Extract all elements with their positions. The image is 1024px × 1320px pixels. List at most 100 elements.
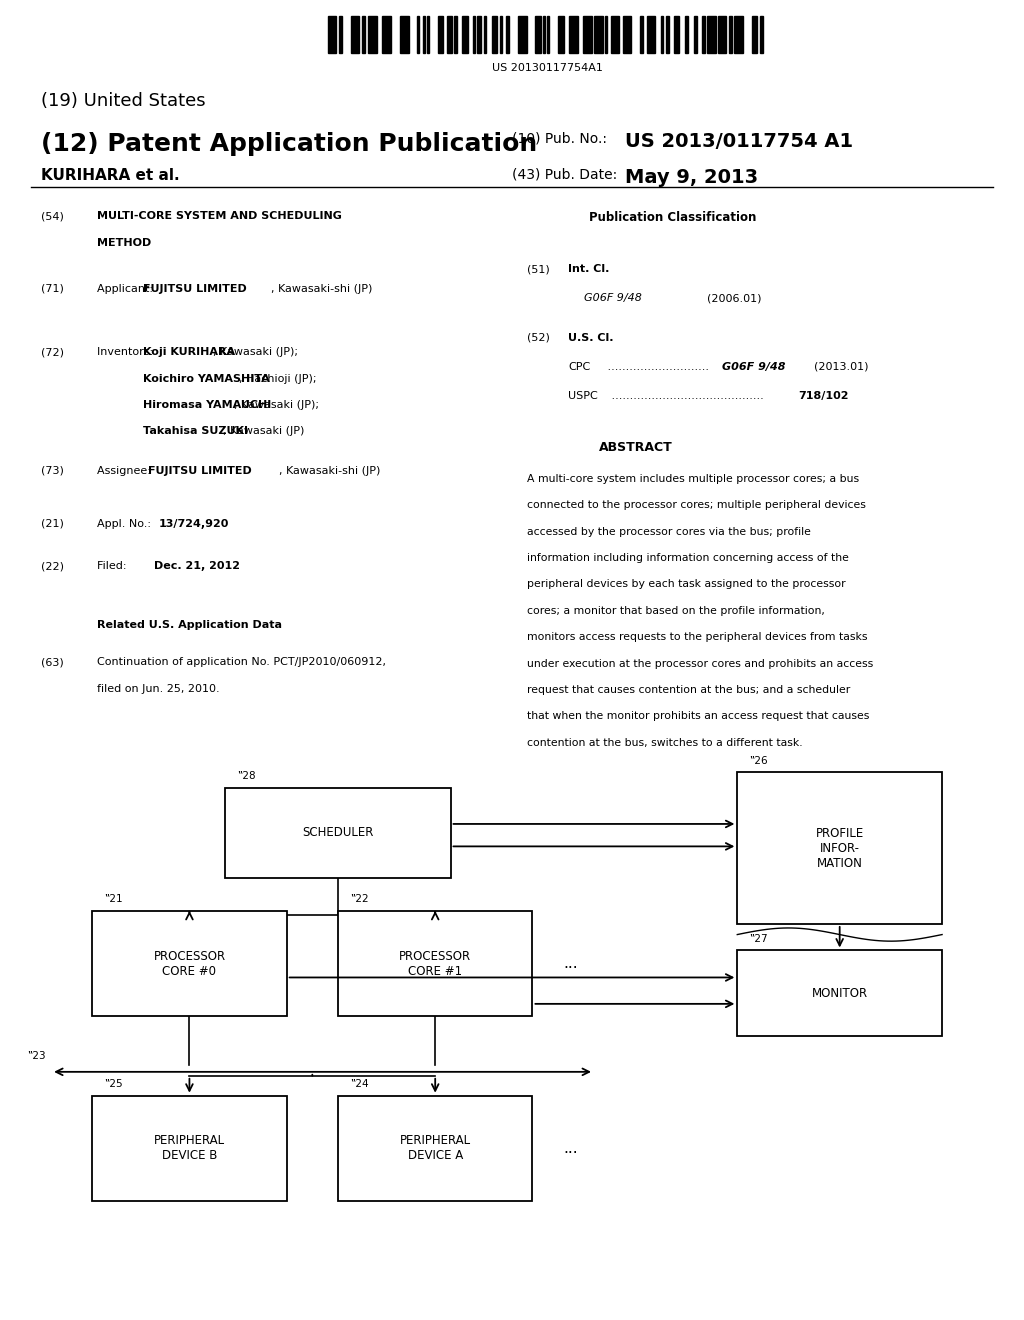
Text: FUJITSU LIMITED: FUJITSU LIMITED [148,466,252,477]
FancyBboxPatch shape [92,911,287,1016]
Text: US 20130117754A1: US 20130117754A1 [493,63,603,74]
Text: , Kawasaki (JP): , Kawasaki (JP) [223,426,304,437]
Bar [605,16,607,53]
FancyBboxPatch shape [338,911,532,1016]
Text: ABSTRACT: ABSTRACT [599,441,673,454]
Bar [707,16,716,53]
Text: 13/724,920: 13/724,920 [159,519,229,529]
Text: Appl. No.:: Appl. No.: [97,519,155,529]
Text: May 9, 2013: May 9, 2013 [625,168,758,186]
Bar [761,16,763,53]
Text: ...: ... [563,1140,578,1156]
Bar [446,16,453,53]
Bar [734,16,742,53]
Bar [718,16,726,53]
Text: PROFILE
INFOR-
MATION: PROFILE INFOR- MATION [815,826,864,870]
Bar [506,16,509,53]
Text: ‟26: ‟26 [750,755,768,766]
Bar [417,16,420,53]
Bar [477,16,480,53]
FancyBboxPatch shape [737,950,942,1036]
Text: (12) Patent Application Publication: (12) Patent Application Publication [41,132,538,156]
Bar [594,16,603,53]
Text: (2006.01): (2006.01) [707,293,761,304]
Text: , Kawasaki-shi (JP): , Kawasaki-shi (JP) [271,284,373,294]
Text: (52): (52) [527,333,550,343]
Text: ‟23: ‟23 [28,1051,46,1061]
Bar [339,16,342,53]
Text: (2013.01): (2013.01) [814,362,868,372]
Text: ‟22: ‟22 [350,894,369,904]
Text: Assignee:: Assignee: [97,466,155,477]
Text: monitors access requests to the peripheral devices from tasks: monitors access requests to the peripher… [527,632,868,643]
Bar [640,16,643,53]
Bar [543,16,545,53]
Bar [361,16,365,53]
Bar [399,16,409,53]
Bar [667,16,669,53]
Bar [569,16,578,53]
Text: that when the monitor prohibits an access request that causes: that when the monitor prohibits an acces… [527,711,869,722]
Bar [438,16,443,53]
Text: (72): (72) [41,347,63,358]
Bar [702,16,705,53]
Bar [647,16,655,53]
FancyBboxPatch shape [225,788,451,878]
Bar [423,16,425,53]
Text: U.S. Cl.: U.S. Cl. [568,333,613,343]
Bar [455,16,457,53]
Text: PROCESSOR
CORE #0: PROCESSOR CORE #0 [154,949,225,978]
Text: ‟25: ‟25 [104,1078,123,1089]
Text: filed on Jun. 25, 2010.: filed on Jun. 25, 2010. [97,684,220,694]
Bar [368,16,377,53]
Bar [685,16,688,53]
Text: Koichiro YAMASHITA: Koichiro YAMASHITA [143,374,270,384]
Bar [584,16,592,53]
Text: (73): (73) [41,466,63,477]
Text: (22): (22) [41,561,63,572]
Text: connected to the processor cores; multiple peripheral devices: connected to the processor cores; multip… [527,500,866,511]
Text: Koji KURIHARA: Koji KURIHARA [143,347,236,358]
Text: METHOD: METHOD [97,238,152,248]
Text: 718/102: 718/102 [799,391,849,401]
Text: , Hachioji (JP);: , Hachioji (JP); [240,374,316,384]
Text: Hiromasa YAMAUCHI: Hiromasa YAMAUCHI [143,400,271,411]
Text: (63): (63) [41,657,63,668]
Bar [484,16,486,53]
Bar [501,16,503,53]
Text: PERIPHERAL
DEVICE B: PERIPHERAL DEVICE B [154,1134,225,1163]
Bar [729,16,732,53]
Text: CPC: CPC [568,362,591,372]
Text: (43) Pub. Date:: (43) Pub. Date: [512,168,617,182]
Text: peripheral devices by each task assigned to the processor: peripheral devices by each task assigned… [527,579,846,590]
Bar [462,16,468,53]
Text: USPC: USPC [568,391,598,401]
Text: FUJITSU LIMITED: FUJITSU LIMITED [143,284,247,294]
Text: Applicant:: Applicant: [97,284,157,294]
Text: (51): (51) [527,264,550,275]
Text: (10) Pub. No.:: (10) Pub. No.: [512,132,607,147]
Text: ...: ... [563,956,578,972]
Bar [536,16,541,53]
Text: ‟24: ‟24 [350,1078,369,1089]
Text: Filed:: Filed: [97,561,147,572]
Bar [752,16,757,53]
Bar [473,16,475,53]
Text: (54): (54) [41,211,63,222]
Text: KURIHARA et al.: KURIHARA et al. [41,168,179,182]
Text: MONITOR: MONITOR [812,987,867,999]
Text: ............................: ............................ [604,362,713,372]
Bar [518,16,526,53]
Text: Dec. 21, 2012: Dec. 21, 2012 [154,561,240,572]
Bar [427,16,429,53]
Bar [674,16,680,53]
Text: Continuation of application No. PCT/JP2010/060912,: Continuation of application No. PCT/JP20… [97,657,386,668]
Bar [328,16,337,53]
Text: A multi-core system includes multiple processor cores; a bus: A multi-core system includes multiple pr… [527,474,859,484]
Text: SCHEDULER: SCHEDULER [302,826,374,840]
Bar [693,16,697,53]
Bar [610,16,620,53]
Text: MULTI-CORE SYSTEM AND SCHEDULING: MULTI-CORE SYSTEM AND SCHEDULING [97,211,342,222]
Text: (71): (71) [41,284,63,294]
Text: accessed by the processor cores via the bus; profile: accessed by the processor cores via the … [527,527,811,537]
